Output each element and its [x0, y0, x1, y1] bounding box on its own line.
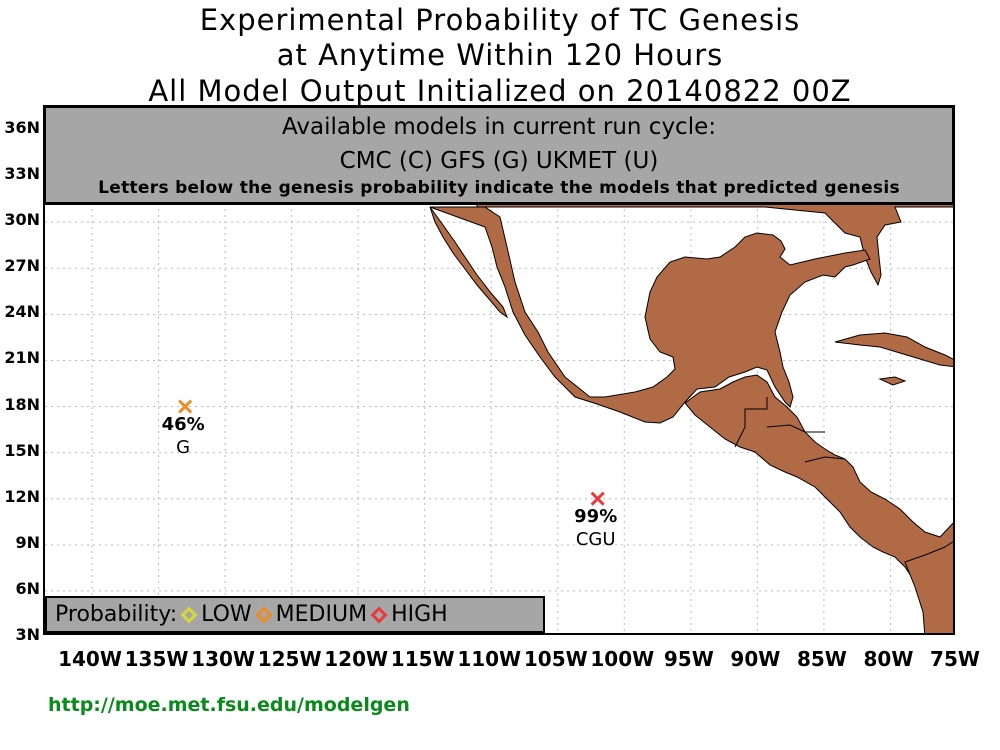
lat-label: 24N [4, 302, 40, 322]
legend-medium-label: MEDIUM [275, 602, 368, 627]
title-line-1: Experimental Probability of TC Genesis [199, 3, 801, 37]
lon-label: 120W [324, 647, 389, 671]
legend-item-medium: MEDIUM [255, 602, 368, 627]
info-box: Available models in current run cycle: C… [43, 105, 955, 205]
lon-label: 95W [663, 647, 714, 671]
info-line-3: Letters below the genesis probability in… [98, 178, 900, 198]
lon-label: 135W [124, 647, 189, 671]
land-mexico [429, 206, 871, 424]
diamond-medium-icon [255, 606, 273, 623]
source-link[interactable]: http://moe.met.fsu.edu/modelgen [48, 694, 410, 716]
lon-label: 115W [390, 647, 455, 671]
legend-item-high: HIGH [370, 602, 448, 627]
legend-high-label: HIGH [391, 602, 448, 627]
legend: Probability: LOW MEDIUM HIGH [45, 596, 545, 633]
storm-markers [178, 399, 605, 506]
lat-label: 12N [4, 486, 40, 506]
storm-x-icon [178, 399, 193, 414]
diamond-low-icon [180, 606, 198, 623]
legend-label: Probability: [55, 602, 178, 627]
lon-label: 100W [590, 647, 655, 671]
land-cuba [834, 332, 953, 368]
storm-models: G [176, 436, 191, 458]
info-line-2: CMC (C) GFS (G) UKMET (U) [339, 148, 659, 174]
storm-probability: 99% [574, 505, 618, 527]
lat-label: 3N [15, 625, 40, 644]
storm-x-icon [590, 491, 605, 506]
land-baja-california [429, 206, 509, 319]
legend-low-label: LOW [201, 602, 252, 627]
lon-label: 75W [930, 647, 980, 671]
lat-label: 33N [4, 164, 40, 184]
lon-label: 110W [457, 647, 522, 671]
land-central-america [684, 374, 953, 633]
info-line-1: Available models in current run cycle: [281, 114, 716, 140]
lat-label: 15N [4, 440, 40, 460]
lat-label: 27N [4, 256, 40, 276]
border-honduras [766, 424, 825, 433]
lon-label: 90W [730, 647, 781, 671]
title-line-3: All Model Output Initialized on 20140822… [148, 74, 852, 108]
lat-label: 30N [4, 210, 40, 230]
storm-probability: 46% [161, 413, 205, 435]
lon-label: 140W [58, 647, 122, 671]
lon-label: 130W [191, 647, 255, 671]
land-jamaica [878, 376, 907, 386]
border-nicaragua [804, 456, 846, 463]
lat-label: 18N [4, 394, 40, 414]
border-guatemala [734, 397, 768, 448]
lon-label: 80W [863, 647, 914, 671]
lat-label: 21N [4, 348, 40, 368]
lon-label: 85W [796, 647, 847, 671]
land-south-america [904, 541, 953, 633]
lon-label: 125W [257, 647, 322, 671]
lon-label: 105W [523, 647, 588, 671]
storm-models: CGU [575, 528, 616, 550]
title-line-2: at Anytime Within 120 Hours [276, 38, 724, 72]
diamond-high-icon [370, 606, 388, 623]
legend-item-low: LOW [180, 602, 252, 627]
lat-label: 9N [15, 532, 40, 552]
lat-label: 6N [15, 578, 40, 598]
lat-label: 36N [4, 118, 40, 137]
